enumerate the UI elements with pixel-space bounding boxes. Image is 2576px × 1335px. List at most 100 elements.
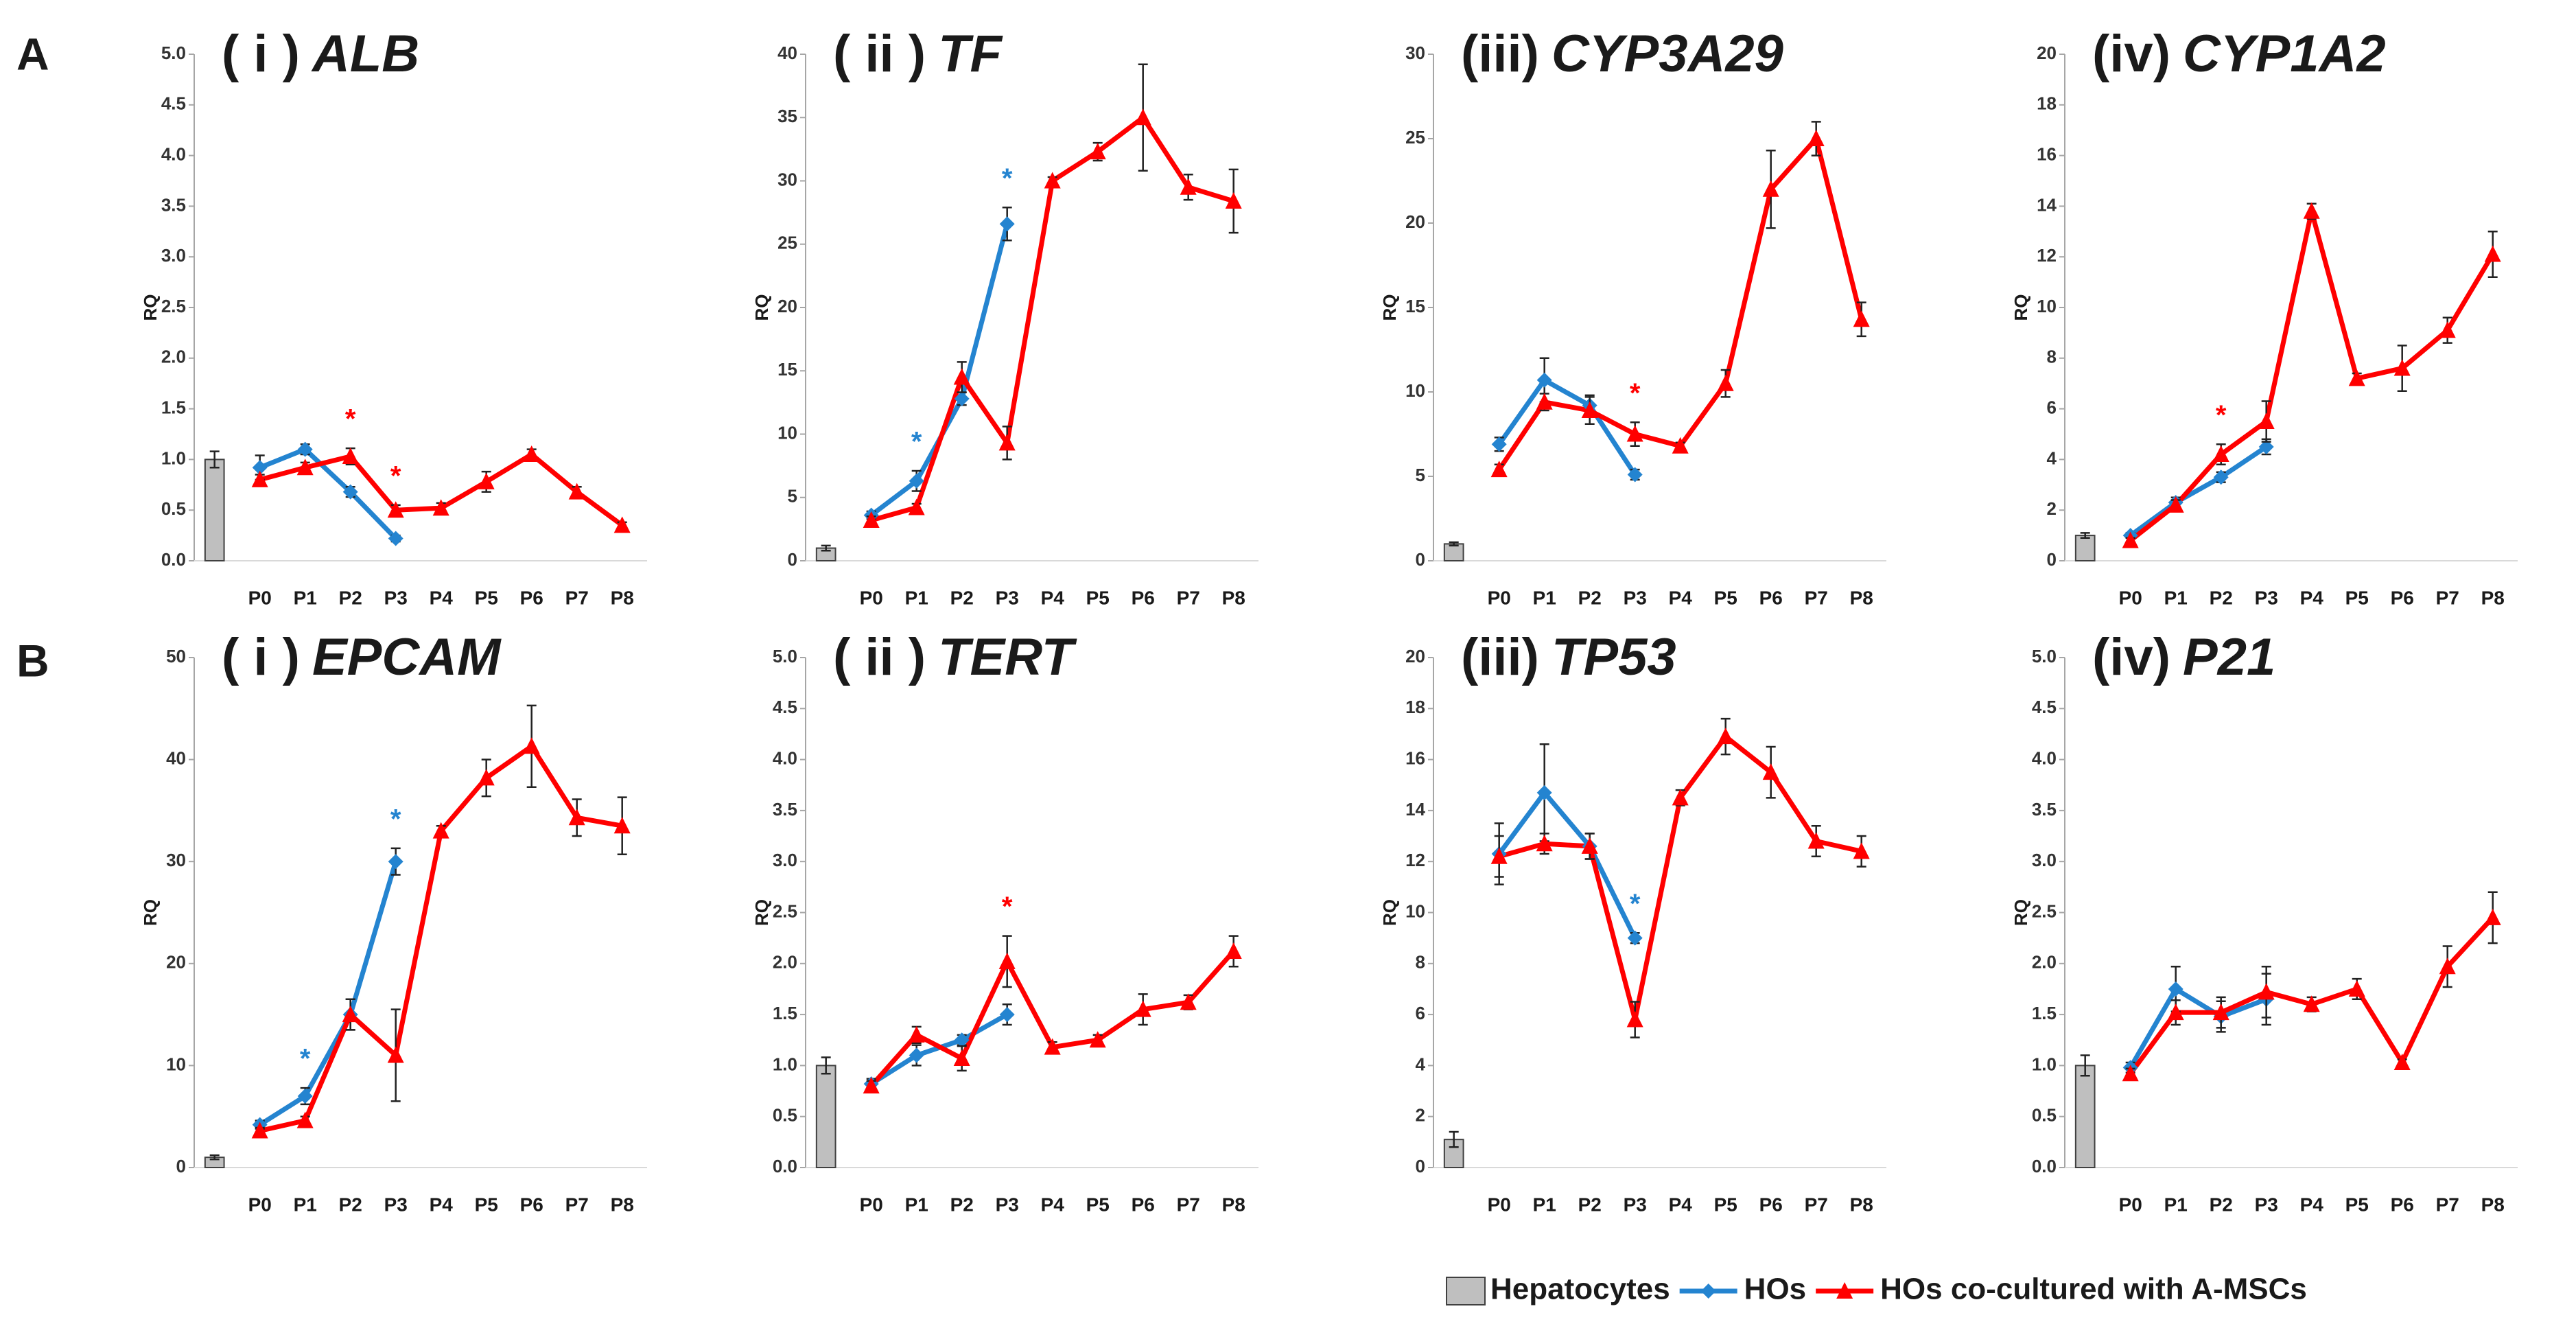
triangle-marker	[478, 769, 495, 786]
triangle-marker	[863, 1077, 880, 1094]
triangle-marker	[387, 501, 404, 518]
y-tick-label: 14	[2037, 194, 2057, 215]
x-tick-label: P0	[860, 587, 883, 608]
triangle-marker	[1581, 837, 1598, 854]
triangle-marker	[2303, 995, 2320, 1012]
x-tick-label: P6	[2391, 1194, 2414, 1215]
x-tick-label: P0	[860, 1194, 883, 1215]
x-tick-label: P1	[905, 587, 928, 608]
triangle-marker	[2258, 413, 2275, 430]
diamond-marker	[1627, 930, 1643, 946]
triangle-marker	[998, 952, 1016, 969]
triangle-marker	[1089, 1031, 1106, 1048]
triangle-marker	[1089, 143, 1106, 160]
triangle-marker	[432, 822, 449, 839]
triangle-marker	[998, 434, 1016, 451]
x-tick-label: P0	[248, 587, 272, 608]
y-tick-label: 0.0	[2032, 1156, 2057, 1176]
diamond-marker	[252, 460, 268, 476]
y-tick-label: 40	[166, 747, 186, 768]
y-tick-label: 30	[1405, 43, 1425, 63]
triangle-marker	[613, 817, 631, 834]
triangle-marker	[568, 809, 585, 826]
y-tick-label: 4	[1416, 1054, 1426, 1074]
diamond-marker	[297, 1088, 313, 1104]
y-tick-label: 25	[1405, 127, 1425, 148]
diamond-marker	[1627, 467, 1643, 483]
triangle-marker	[1717, 728, 1734, 745]
triangle-marker	[2393, 359, 2411, 376]
y-tick-label: 2.5	[161, 296, 186, 316]
triangle-marker	[2212, 1003, 2229, 1021]
x-tick-label: P7	[1177, 1194, 1200, 1215]
triangle-marker	[1626, 425, 1643, 442]
x-tick-label: P8	[1850, 1194, 1873, 1215]
triangle-marker	[2258, 983, 2275, 1000]
diamond-marker	[297, 441, 313, 457]
x-tick-label: P8	[2481, 1194, 2505, 1215]
y-tick-label: 0	[788, 549, 797, 570]
series-line	[2128, 986, 2267, 1069]
x-tick-label: P5	[1086, 1194, 1110, 1215]
gene-name: TP53	[1552, 628, 1676, 686]
x-tick-label: P1	[1533, 1194, 1556, 1215]
triangle-marker	[1672, 437, 1689, 454]
y-tick-label: 3.5	[773, 799, 797, 820]
triangle-marker	[387, 1046, 404, 1063]
triangle-marker	[478, 472, 495, 489]
gene-name: CYP1A2	[2183, 25, 2386, 83]
diamond-marker	[1700, 1284, 1716, 1299]
triangle-marker	[2348, 369, 2365, 386]
y-tick-label: 2.5	[2032, 901, 2057, 921]
x-tick-label: P5	[1086, 587, 1110, 608]
y-tick-label: 8	[1416, 952, 1425, 973]
x-tick-label: P5	[1714, 1194, 1737, 1215]
significance-mark: *	[1002, 163, 1013, 194]
chart-title: (iv) P21	[2092, 628, 2275, 686]
triangle-marker	[1044, 1038, 1061, 1055]
y-tick-label: 5.0	[773, 646, 797, 666]
x-tick-label: P6	[1132, 587, 1155, 608]
y-tick-label: 25	[777, 233, 797, 253]
triangle-marker	[2439, 957, 2456, 975]
triangle-marker	[1717, 374, 1734, 391]
x-tick-label: P2	[339, 587, 362, 608]
series-line	[1497, 790, 1637, 940]
x-tick-label: P0	[248, 1194, 272, 1215]
y-tick-label: 2.0	[161, 347, 186, 367]
x-tick-label: P7	[1805, 587, 1828, 608]
panel-label: (iii)	[1461, 628, 1539, 686]
x-tick-label: P2	[2210, 1194, 2233, 1215]
diamond-marker	[2213, 469, 2229, 485]
triangle-marker	[568, 483, 585, 500]
y-tick-label: 0.0	[161, 549, 186, 570]
panel-label: ( ii )	[833, 25, 926, 83]
triangle-marker	[342, 1006, 359, 1023]
triangle-marker	[953, 368, 970, 385]
legend-swatch	[1446, 1277, 1486, 1305]
bar	[815, 1065, 836, 1169]
triangle-marker	[2484, 245, 2501, 262]
triangle-marker	[2212, 445, 2229, 463]
y-tick-label: 0.5	[2032, 1105, 2057, 1126]
x-tick-label: P0	[2119, 587, 2142, 608]
y-tick-label: 10	[1405, 901, 1425, 921]
triangle-marker	[1762, 763, 1779, 780]
y-tick-label: 3.5	[2032, 799, 2057, 820]
diamond-marker	[1536, 785, 1552, 800]
x-tick-label: P3	[996, 1194, 1019, 1215]
chart-title: ( i ) ALB	[222, 25, 419, 83]
gene-name: P21	[2183, 628, 2275, 686]
triangle-marker	[2122, 531, 2139, 548]
diamond-marker	[2258, 439, 2274, 454]
y-tick-label: 5.0	[2032, 646, 2057, 666]
triangle-marker	[523, 445, 540, 463]
triangle-marker	[1225, 192, 1242, 209]
panel-label: ( ii )	[833, 628, 926, 686]
x-tick-label: P6	[2391, 587, 2414, 608]
panel-label: (iv)	[2092, 628, 2170, 686]
y-tick-label: 3.0	[773, 850, 797, 870]
x-tick-label: P2	[1578, 1194, 1602, 1215]
y-axis-label: RQ	[140, 899, 161, 926]
triangle-marker	[1490, 461, 1508, 478]
